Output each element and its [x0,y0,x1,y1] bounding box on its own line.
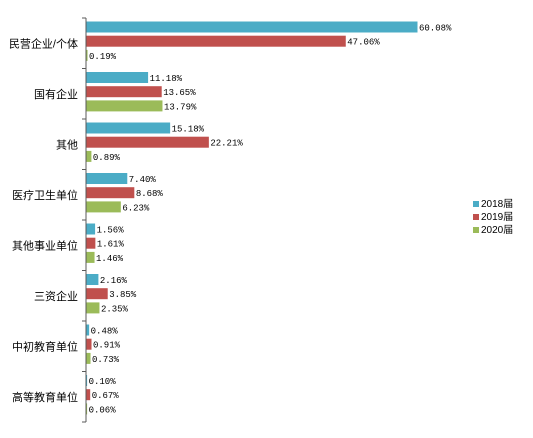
bar [86,324,90,336]
bar [86,100,163,112]
category-label: 民营企业/个体 [9,36,78,50]
value-label: 60.08% [419,24,452,34]
legend-label: 2019届 [481,211,513,223]
legend-swatch [473,214,479,220]
bar [86,338,92,350]
bar [86,389,91,401]
category-label: 国有企业 [34,87,78,101]
value-label: 1.46% [96,254,124,264]
category-labels: 民营企业/个体国有企业其他医疗卫生单位其他事业单位三资企业中初教育单位高等教育单… [9,36,78,404]
category-label: 其他事业单位 [12,238,78,252]
bar [86,122,171,134]
value-label: 0.89% [93,153,121,163]
value-label: 0.73% [92,355,120,365]
value-label: 3.85% [109,290,137,300]
value-label: 22.21% [210,139,243,149]
legend-label: 2018届 [481,198,513,210]
value-label: 2.16% [100,276,128,286]
value-label: 0.67% [92,391,120,401]
value-label: 15.18% [172,125,205,135]
value-label: 0.91% [93,341,121,351]
bar [86,201,121,213]
value-label: 47.06% [347,38,380,48]
bar [86,35,346,47]
bars [86,21,418,415]
bar [86,223,96,235]
value-labels: 60.08% 47.06% 0.19% 11.18% 13.65% 13.79% 15.18… [89,24,452,416]
category-label: 三资企业 [34,289,78,303]
legend-label: 2020届 [481,224,513,236]
value-label: 0.19% [89,52,117,62]
bar [86,288,108,300]
value-label: 0.48% [91,327,119,337]
value-label: 11.18% [150,74,183,84]
bar [86,302,100,314]
category-label: 中初教育单位 [12,339,78,353]
bar [86,375,88,386]
bar [86,237,96,249]
axis-ticks [82,17,86,423]
value-label: 1.56% [97,226,125,236]
bar [86,173,128,184]
category-label: 高等教育单位 [12,390,78,404]
value-label: 6.23% [122,203,150,213]
value-label: 7.40% [129,175,157,185]
value-label: 2.35% [101,304,129,314]
bar [86,150,92,162]
bar [86,21,418,33]
bar [86,274,99,285]
legend-swatch [473,201,479,207]
bar [86,49,88,61]
value-label: 13.65% [163,88,196,98]
category-label: 其他 [56,138,78,151]
bar [86,187,135,199]
value-label: 8.68% [136,189,164,199]
value-label: 13.79% [164,102,197,112]
value-label: 1.61% [97,240,125,250]
bar [86,72,149,83]
bar [86,86,162,98]
bar [86,403,88,415]
value-label: 0.10% [89,377,117,387]
bar [86,136,209,148]
category-label: 医疗卫生单位 [12,188,78,202]
value-label: 0.06% [89,405,117,415]
bar [86,352,91,364]
legend-swatch [473,227,479,233]
bar [86,251,95,263]
